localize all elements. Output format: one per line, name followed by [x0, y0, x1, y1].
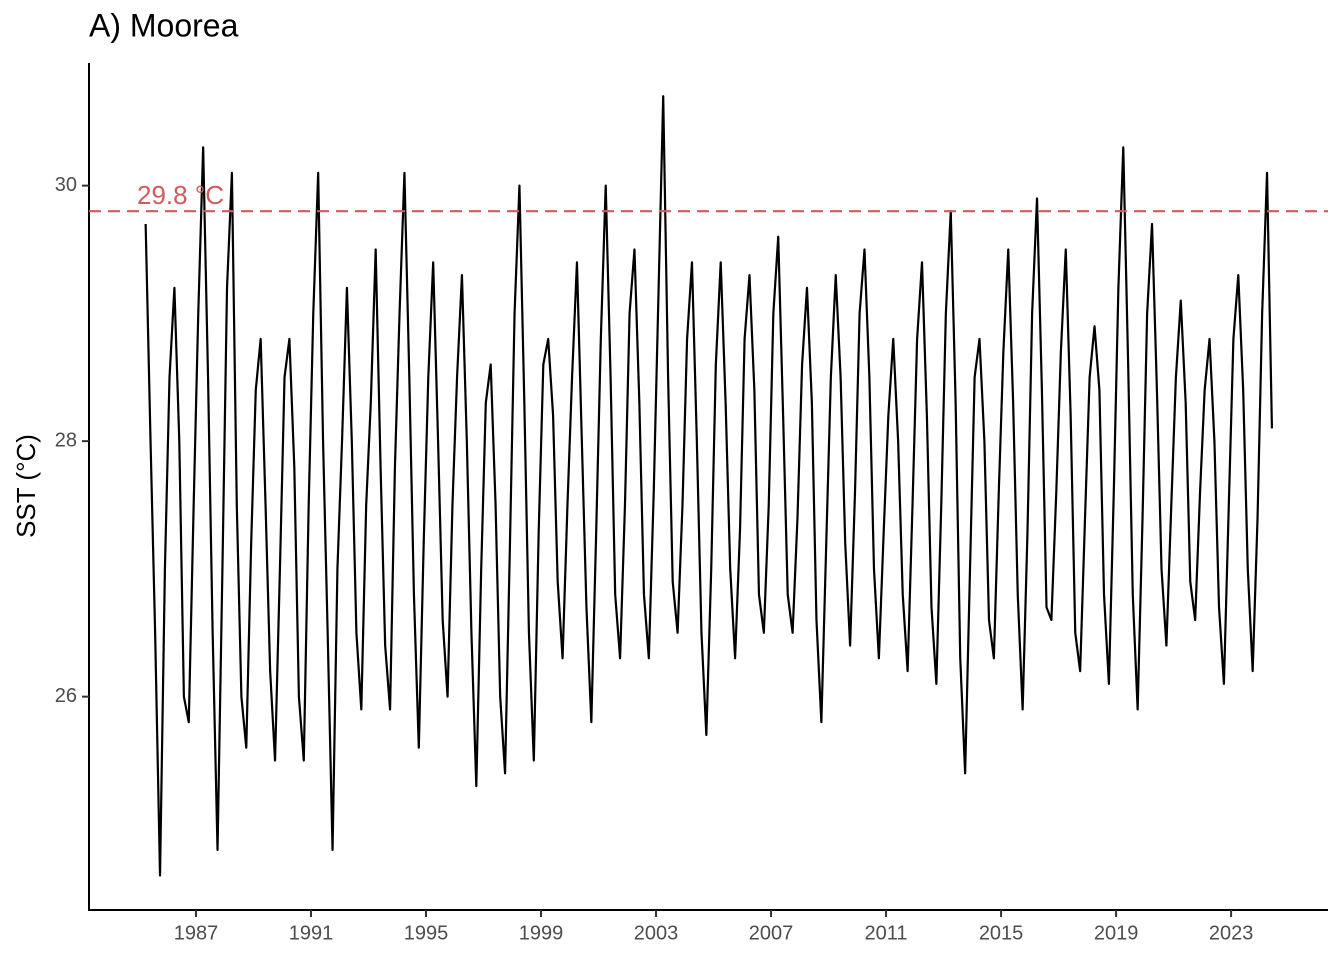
x-tick-label: 1991 — [289, 922, 334, 944]
x-tick-label: 1987 — [174, 922, 219, 944]
x-tick-label: 2007 — [749, 922, 794, 944]
x-tick-label: 2011 — [865, 922, 908, 944]
x-tick-label: 2003 — [634, 922, 679, 944]
y-tick-label: 30 — [55, 174, 77, 196]
sst-line — [144, 95, 1274, 877]
x-tick-label: 1995 — [404, 922, 449, 944]
x-tick-label: 2023 — [1209, 922, 1254, 944]
y-tick-label: 28 — [55, 429, 77, 451]
x-tick-label: 1999 — [519, 922, 564, 944]
x-tick-label: 2015 — [979, 922, 1024, 944]
threshold-label: 29.8 °C — [137, 180, 224, 210]
x-tick-label: 2019 — [1094, 922, 1139, 944]
y-axis-label: SST (°C) — [11, 434, 41, 538]
y-tick-label: 26 — [55, 685, 77, 707]
chart-title: A) Moorea — [89, 7, 239, 43]
